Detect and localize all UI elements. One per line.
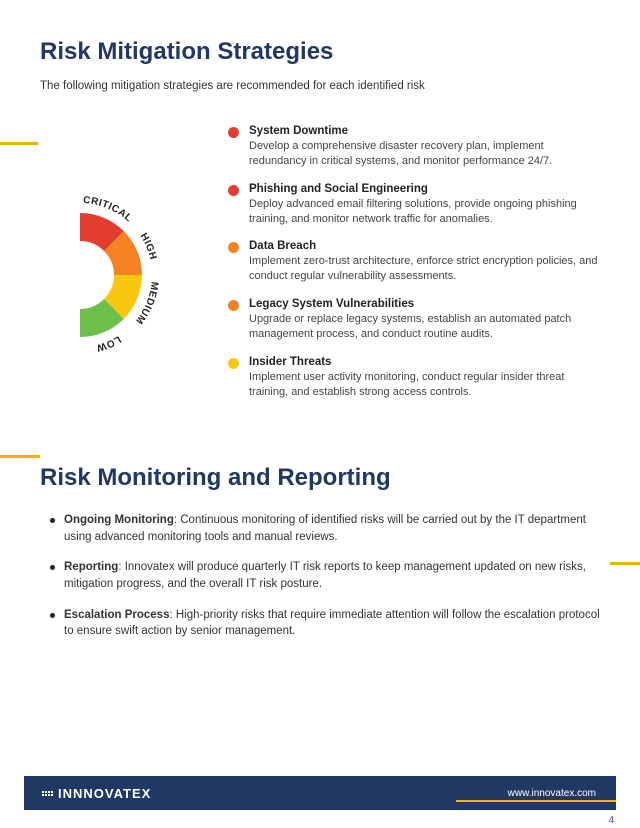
gauge-label: LOW xyxy=(95,333,123,353)
risk-name: Data Breach xyxy=(249,240,600,252)
risk-list: System Downtime Develop a comprehensive d… xyxy=(228,125,600,415)
risk-name: Phishing and Social Engineering xyxy=(249,183,600,195)
mitigation-row: CRITICALHIGHMEDIUMLOW System Downtime Dev… xyxy=(40,125,600,415)
accent-line-right xyxy=(610,562,640,565)
risk-name: Insider Threats xyxy=(249,356,600,368)
risk-dot-icon xyxy=(228,127,239,138)
footer-accent-line xyxy=(456,800,616,802)
section2: Risk Monitoring and Reporting Ongoing Mo… xyxy=(40,455,600,640)
risk-desc: Upgrade or replace legacy systems, estab… xyxy=(249,312,600,342)
risk-item: Phishing and Social Engineering Deploy ad… xyxy=(228,183,600,227)
gauge-label: HIGH xyxy=(138,231,159,261)
brand-dots-icon xyxy=(42,791,54,796)
accent-line-left-2 xyxy=(0,455,40,458)
footer-bar: INNNOVATEX www.innovatex.com xyxy=(24,776,616,810)
risk-item: Insider Threats Implement user activity m… xyxy=(228,356,600,400)
monitoring-label: Escalation Process xyxy=(64,609,169,621)
page-number: 4 xyxy=(608,815,614,826)
monitoring-item: Escalation Process: High-priority risks … xyxy=(40,607,600,640)
risk-dot-icon xyxy=(228,358,239,369)
risk-dot-icon xyxy=(228,185,239,196)
monitoring-text: : Innovatex will produce quarterly IT ri… xyxy=(64,561,586,590)
risk-desc: Implement user activity monitoring, cond… xyxy=(249,370,600,400)
risk-dot-icon xyxy=(228,242,239,253)
risk-gauge: CRITICALHIGHMEDIUMLOW xyxy=(40,125,210,415)
monitoring-list: Ongoing Monitoring: Continuous monitorin… xyxy=(40,512,600,640)
risk-item: Data Breach Implement zero-trust architec… xyxy=(228,240,600,284)
brand-text: INNNOVATEX xyxy=(58,786,151,801)
monitoring-item: Reporting: Innovatex will produce quarte… xyxy=(40,559,600,592)
risk-item: System Downtime Develop a comprehensive d… xyxy=(228,125,600,169)
monitoring-label: Ongoing Monitoring xyxy=(64,514,174,526)
risk-dot-icon xyxy=(228,300,239,311)
risk-desc: Deploy advanced email filtering solution… xyxy=(249,197,600,227)
risk-name: System Downtime xyxy=(249,125,600,137)
risk-item: Legacy System Vulnerabilities Upgrade or … xyxy=(228,298,600,342)
section2-title: Risk Monitoring and Reporting xyxy=(40,464,600,492)
monitoring-label: Reporting xyxy=(64,561,118,573)
accent-line-left xyxy=(0,142,38,145)
brand-logo: INNNOVATEX xyxy=(42,786,151,801)
section1-subtitle: The following mitigation strategies are … xyxy=(40,80,600,92)
risk-name: Legacy System Vulnerabilities xyxy=(249,298,600,310)
footer-url: www.innovatex.com xyxy=(508,788,596,799)
section1-title: Risk Mitigation Strategies xyxy=(40,38,600,66)
risk-desc: Develop a comprehensive disaster recover… xyxy=(249,139,600,169)
monitoring-item: Ongoing Monitoring: Continuous monitorin… xyxy=(40,512,600,545)
risk-desc: Implement zero-trust architecture, enfor… xyxy=(249,254,600,284)
